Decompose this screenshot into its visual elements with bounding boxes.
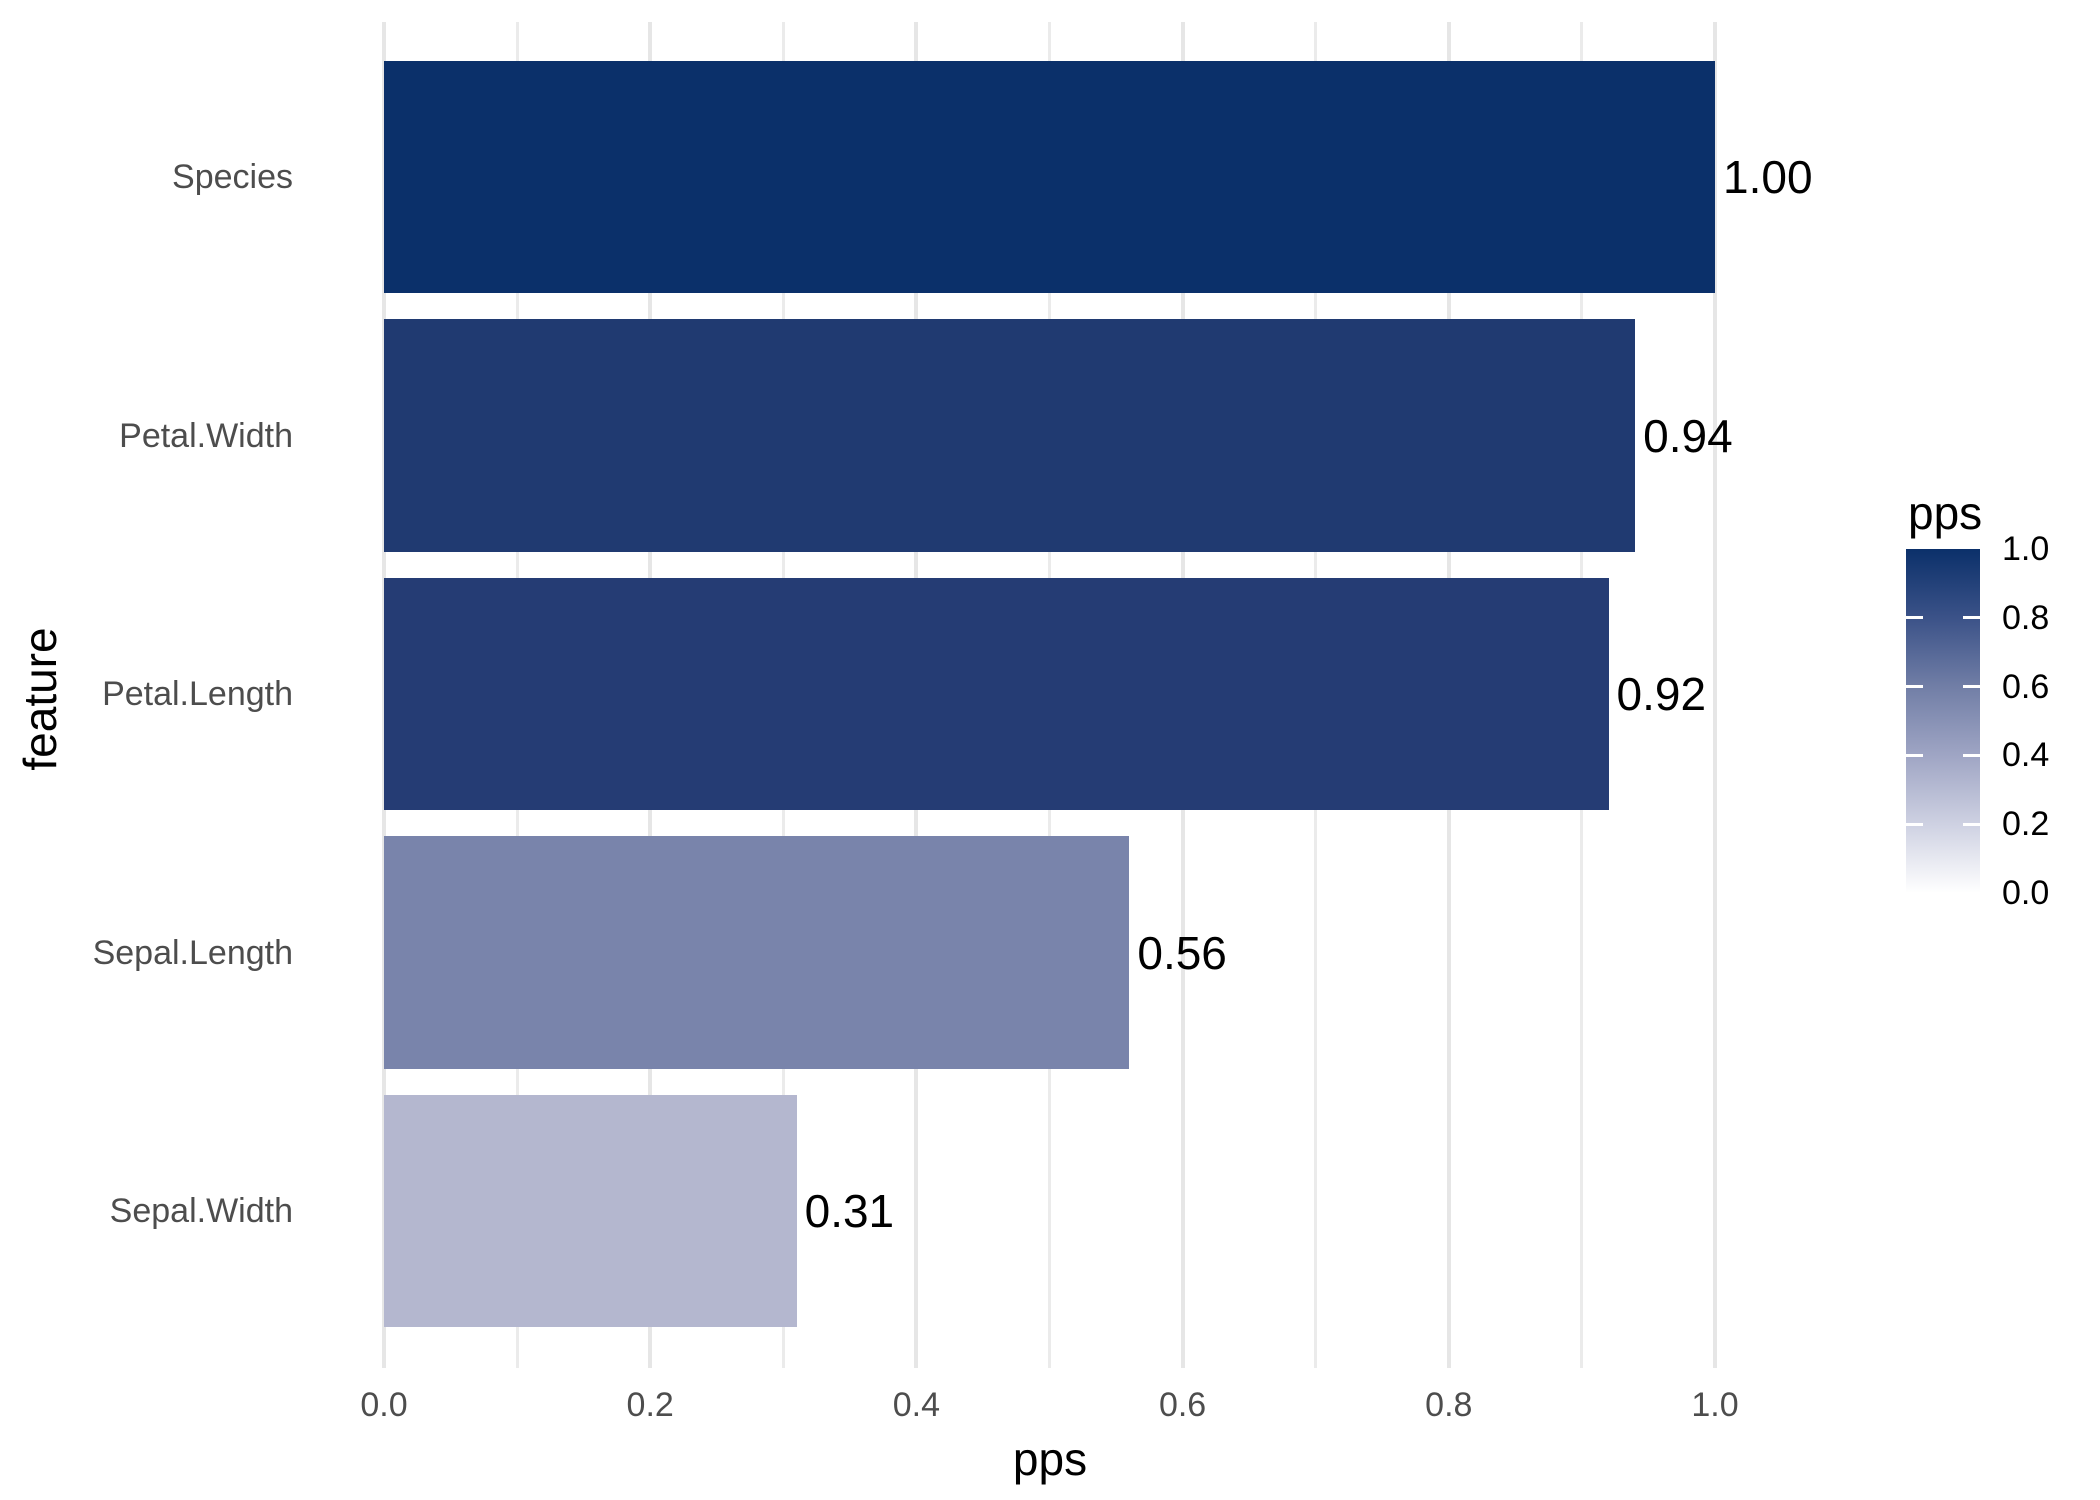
y-tick-label: Petal.Length	[102, 675, 293, 713]
plot-panel: 1.00 0.94 0.92 0.56 0.31	[318, 22, 1813, 1368]
x-tick-label: 1.0	[1691, 1386, 1739, 1424]
legend-tick-label: 0.0	[2002, 874, 2050, 912]
bar-value-label: 0.92	[1616, 668, 1707, 720]
x-tick-label: 0.4	[892, 1386, 941, 1424]
colorbar-tick	[1963, 822, 1980, 826]
colorbar-tick	[1963, 616, 1980, 620]
colorbar-tick	[1963, 753, 1980, 757]
colorbar-tick	[1906, 753, 1923, 757]
legend-tick-label: 0.4	[2002, 736, 2050, 775]
legend-tick-label: 0.8	[2002, 598, 2050, 637]
x-tick-label: 0.2	[626, 1386, 674, 1424]
x-tick-label: 0.6	[1158, 1386, 1207, 1424]
legend-colorbar	[1906, 549, 1980, 893]
y-tick-label: Petal.Width	[119, 416, 293, 455]
x-axis-title: pps	[1012, 1433, 1088, 1485]
bar-value-label: 0.31	[804, 1185, 895, 1237]
x-tick-label: 0.8	[1425, 1386, 1473, 1424]
colorbar-tick	[1963, 685, 1980, 689]
bar	[384, 836, 1130, 1069]
legend-tick-label: 0.6	[2002, 667, 2050, 706]
legend-tick-label: 0.2	[2002, 805, 2050, 844]
x-tick-label: 0.0	[360, 1386, 408, 1424]
bar-value-label: 1.00	[1723, 151, 1813, 203]
y-tick-label: Sepal.Width	[109, 1192, 293, 1230]
bar-value-label: 0.56	[1137, 926, 1227, 979]
bar	[384, 1094, 797, 1328]
legend-title: pps	[1908, 487, 1983, 539]
y-tick-label: Species	[172, 158, 293, 196]
bar	[384, 577, 1609, 811]
bar	[384, 60, 1715, 294]
bar	[384, 319, 1636, 552]
bar-value-label: 0.94	[1643, 409, 1733, 462]
legend-tick-label: 1.0	[2002, 530, 2050, 568]
colorbar-tick	[1906, 616, 1923, 620]
colorbar-tick	[1906, 685, 1923, 689]
y-tick-label: Sepal.Length	[92, 933, 293, 972]
colorbar-tick	[1906, 822, 1923, 826]
gridline-major	[1713, 22, 1717, 1368]
